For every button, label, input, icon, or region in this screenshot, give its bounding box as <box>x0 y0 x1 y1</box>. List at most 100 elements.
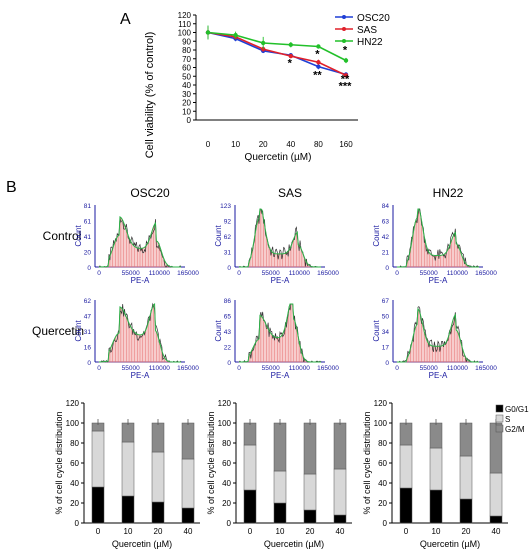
bar-segment-g0g1 <box>459 498 473 524</box>
bar-y-tick-label: 120 <box>66 399 80 408</box>
flow-y-axis-label: Count <box>74 225 83 247</box>
bar-x-tick-label: 0 <box>96 527 101 536</box>
panel-a-letter: A <box>120 11 131 28</box>
bar-segment-g2m <box>243 422 257 446</box>
viability-y-tick-label: 100 <box>178 29 192 38</box>
significance-marker: ** <box>341 73 350 85</box>
bar-segment-g0g1 <box>243 489 257 524</box>
viability-y-tick-label: 0 <box>187 116 192 125</box>
viability-y-tick-label: 60 <box>182 64 191 73</box>
bar-y-tick-label: 40 <box>378 479 387 488</box>
bar-segment-g0g1 <box>333 514 347 524</box>
bar-y-tick-label: 60 <box>70 459 79 468</box>
viability-y-tick-label: 120 <box>178 11 192 20</box>
flow-y-tick-label: 62 <box>84 298 92 305</box>
legend-label: G0/G1 <box>505 405 529 414</box>
flow-y-tick-label: 21 <box>382 250 390 257</box>
flow-y-tick-label: 0 <box>227 265 231 272</box>
viability-x-tick-label: 20 <box>259 140 268 149</box>
flow-x-tick-label: 165000 <box>177 270 199 277</box>
bar-segment-s <box>273 470 287 504</box>
bar-y-tick-label: 100 <box>66 419 80 428</box>
bar-y-axis-label: % of cell cycle distribution <box>362 411 372 514</box>
flow-x-tick-label: 165000 <box>177 365 199 372</box>
legend-marker <box>342 27 346 31</box>
bar-x-tick-label: 20 <box>462 527 471 536</box>
flow-y-tick-label: 31 <box>84 329 92 336</box>
bar-segment-g0g1 <box>303 509 317 524</box>
bar-y-tick-label: 20 <box>378 499 387 508</box>
flow-x-axis-label: PE-A <box>271 371 290 380</box>
viability-x-axis-label: Quercetin (µM) <box>245 152 312 163</box>
flow-x-tick-label: 55000 <box>420 270 438 277</box>
flow-x-tick-label: 110000 <box>149 365 171 372</box>
flow-x-tick-label: 0 <box>97 270 101 277</box>
flow-y-tick-label: 31 <box>224 250 232 257</box>
legend-marker <box>342 39 346 43</box>
series-line-sas <box>207 31 347 77</box>
bar-x-tick-label: 10 <box>124 527 133 536</box>
flow-x-axis-label: PE-A <box>271 276 290 285</box>
viability-x-tick-label: 160 <box>339 140 353 149</box>
bar-y-tick-label: 40 <box>70 479 79 488</box>
viability-x-tick-label: 0 <box>206 140 211 149</box>
panel-b-letter: B <box>6 179 17 196</box>
bar-y-axis-label: % of cell cycle distribution <box>54 411 64 514</box>
bar-segment-s <box>181 458 195 509</box>
significance-marker: *** <box>339 81 353 93</box>
data-point-sas <box>316 60 321 65</box>
legend-label-osc20: OSC20 <box>357 13 390 24</box>
row-label-control: Control <box>43 229 82 243</box>
row-label-quercetin: Quercetin <box>32 324 84 338</box>
flow-x-tick-label: 165000 <box>317 270 339 277</box>
bar-x-tick-label: 40 <box>336 527 345 536</box>
bar-segment-g0g1 <box>121 495 135 524</box>
significance-marker: * <box>343 45 348 57</box>
flow-y-tick-label: 20 <box>84 250 92 257</box>
flow-x-tick-label: 55000 <box>122 365 140 372</box>
flow-x-axis-label: PE-A <box>429 371 448 380</box>
flow-y-tick-label: 16 <box>84 345 92 352</box>
viability-y-tick-label: 10 <box>182 107 191 116</box>
flow-y-tick-label: 86 <box>224 298 232 305</box>
flow-y-tick-label: 92 <box>224 219 232 226</box>
legend-label: S <box>505 415 510 424</box>
bar-y-tick-label: 60 <box>222 459 231 468</box>
flow-x-tick-label: 165000 <box>317 365 339 372</box>
flow-y-axis-label: Count <box>214 320 223 342</box>
bar-y-tick-label: 80 <box>70 439 79 448</box>
viability-x-tick-label: 80 <box>314 140 323 149</box>
flow-y-tick-label: 43 <box>224 329 232 336</box>
viability-y-tick-label: 30 <box>182 90 191 99</box>
flow-y-tick-label: 81 <box>84 203 92 210</box>
bar-x-tick-label: 10 <box>432 527 441 536</box>
significance-marker: * <box>315 48 320 60</box>
bar-segment-s <box>243 444 257 491</box>
flow-y-tick-label: 50 <box>382 314 390 321</box>
significance-marker: * <box>288 57 293 69</box>
bar-segment-g2m <box>303 422 317 475</box>
data-point-osc20 <box>316 64 321 69</box>
flow-x-tick-label: 110000 <box>289 270 311 277</box>
bar-y-tick-label: 40 <box>222 479 231 488</box>
flow-x-tick-label: 165000 <box>475 365 497 372</box>
legend-swatch-g2m <box>495 424 504 433</box>
bar-segment-g2m <box>181 422 195 460</box>
bar-segment-g0g1 <box>91 486 105 524</box>
bar-segment-s <box>121 441 135 497</box>
bar-segment-g2m <box>151 422 165 453</box>
viability-chart: A Cell viability (% of control) Querceti… <box>120 11 390 163</box>
flow-y-tick-label: 84 <box>382 203 390 210</box>
bar-y-tick-label: 80 <box>378 439 387 448</box>
bar-segment-g2m <box>333 422 347 470</box>
bar-y-tick-label: 0 <box>383 519 388 528</box>
flow-y-tick-label: 65 <box>224 314 232 321</box>
series-line-hn22 <box>207 31 347 62</box>
flow-y-tick-label: 17 <box>382 345 390 352</box>
flow-fit-line <box>397 307 479 363</box>
flow-fit-line <box>238 208 321 268</box>
flow-x-tick-label: 0 <box>395 270 399 277</box>
flow-fit-line <box>396 208 479 268</box>
